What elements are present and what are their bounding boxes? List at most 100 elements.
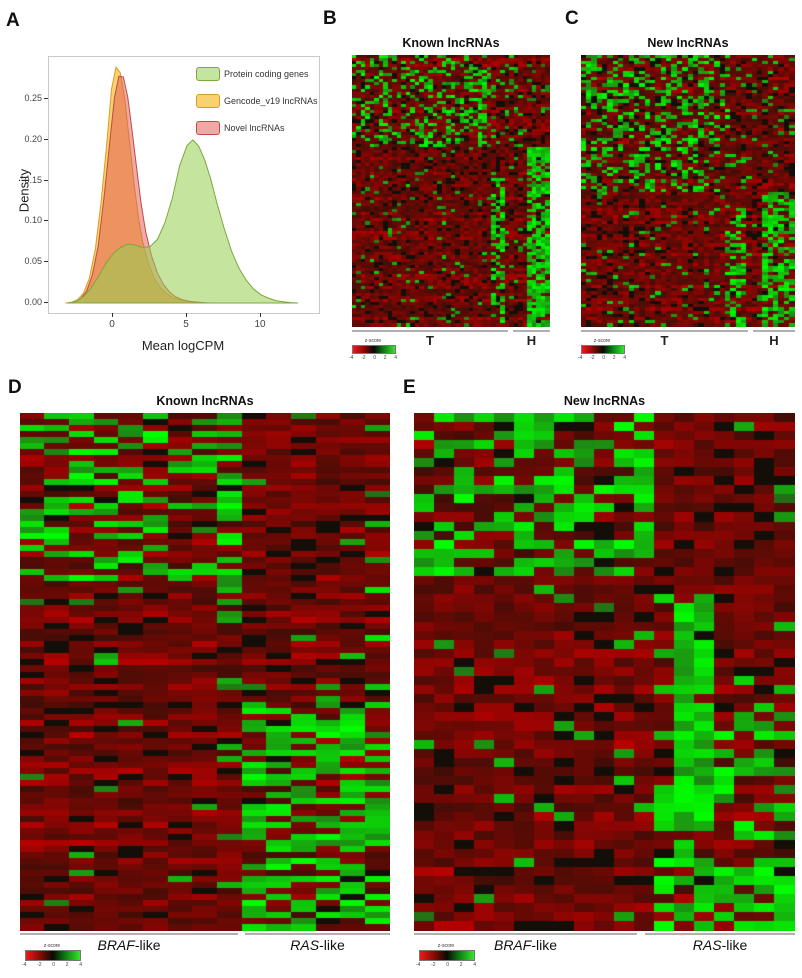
heatmap-new-lncrnas-braf-vs-ras bbox=[414, 413, 795, 931]
colorkey-gradient bbox=[352, 345, 396, 354]
group-line-ras bbox=[245, 933, 390, 935]
colorkey-tick: -4 bbox=[416, 962, 421, 968]
group-line-h bbox=[753, 330, 795, 332]
panel-d-colorkey: z-score -4 -2 0 2 4 bbox=[22, 943, 82, 968]
legend-label-protein-coding: Protein coding genes bbox=[224, 69, 309, 79]
panel-e-letter: E bbox=[403, 377, 416, 398]
gene-suffix: -like bbox=[721, 937, 748, 953]
gene-name: BRAF bbox=[97, 937, 135, 953]
panel-c-title: New lncRNAs bbox=[647, 36, 729, 50]
colorkey-ticks: -4 -2 0 2 4 bbox=[416, 962, 476, 968]
gene-suffix: -like bbox=[134, 937, 161, 953]
gene-name: RAS bbox=[692, 937, 722, 953]
colorkey-title: z-score bbox=[437, 943, 455, 949]
gene-suffix: -like bbox=[319, 937, 345, 953]
colorkey-gradient bbox=[25, 950, 81, 961]
panel-d-letter: D bbox=[8, 377, 22, 398]
colorkey-ticks: -4 -2 0 2 4 bbox=[578, 355, 626, 361]
density-ytick: 0.20 bbox=[24, 134, 42, 144]
density-ytick: 0.10 bbox=[24, 215, 42, 225]
panel-d-title: Known lncRNAs bbox=[156, 394, 254, 408]
colorkey-tick: 4 bbox=[623, 355, 626, 361]
colorkey-tick: -4 bbox=[349, 355, 354, 361]
colorkey-tick: -2 bbox=[431, 962, 436, 968]
panel-d-group-braf-like: BRAF-like bbox=[20, 937, 238, 953]
colorkey-tick: -2 bbox=[361, 355, 366, 361]
colorkey-tick: 2 bbox=[65, 962, 69, 968]
group-line-braf bbox=[20, 933, 238, 935]
colorkey-tick: 2 bbox=[612, 355, 616, 361]
colorkey-tick: 0 bbox=[373, 355, 377, 361]
panel-c-colorkey: z-score -4 -2 0 2 4 bbox=[578, 338, 626, 361]
density-ytick: 0.25 bbox=[24, 93, 42, 103]
density-xtick: 5 bbox=[183, 319, 189, 330]
panel-c-group-t: T bbox=[660, 333, 669, 348]
colorkey-title: z-score bbox=[593, 338, 611, 344]
colorkey-tick: 4 bbox=[79, 962, 82, 968]
heatmap-known-lncrnas-tumor-vs-normal bbox=[352, 55, 550, 327]
panel-d-group-ras-like: RAS-like bbox=[245, 937, 390, 953]
tick-mark bbox=[260, 313, 261, 317]
colorkey-tick: 0 bbox=[602, 355, 606, 361]
gene-name: BRAF bbox=[493, 937, 532, 953]
panel-c-group-h: H bbox=[769, 333, 779, 348]
density-ytick: 0.00 bbox=[24, 297, 42, 307]
tick-mark bbox=[186, 313, 187, 317]
colorkey-tick: -4 bbox=[22, 962, 27, 968]
tick-mark bbox=[44, 180, 48, 181]
tick-mark bbox=[44, 139, 48, 140]
density-ytick: 0.05 bbox=[24, 256, 42, 266]
group-line-t bbox=[352, 330, 508, 332]
tick-mark bbox=[44, 261, 48, 262]
group-line-ras bbox=[645, 933, 795, 935]
colorkey-tick: 2 bbox=[383, 355, 387, 361]
panel-e-title: New lncRNAs bbox=[563, 394, 646, 408]
legend-swatch-protein-coding bbox=[196, 67, 220, 81]
density-ytick: 0.15 bbox=[24, 175, 42, 185]
panel-e-group-ras-like: RAS-like bbox=[645, 937, 795, 953]
colorkey-tick: 0 bbox=[52, 962, 56, 968]
panel-c-letter: C bbox=[565, 8, 579, 29]
colorkey-title: z-score bbox=[364, 338, 382, 344]
heatmap-known-lncrnas-braf-vs-ras bbox=[20, 413, 390, 931]
group-line-h bbox=[513, 330, 550, 332]
group-line-t bbox=[581, 330, 748, 332]
panel-b-letter: B bbox=[323, 8, 337, 29]
colorkey-tick: 2 bbox=[459, 962, 463, 968]
legend-label-novel-lncrnas: Novel lncRNAs bbox=[224, 123, 285, 133]
colorkey-ticks: -4 -2 0 2 4 bbox=[349, 355, 397, 361]
tick-mark bbox=[44, 220, 48, 221]
panel-b-colorkey: z-score -4 -2 0 2 4 bbox=[349, 338, 397, 361]
density-xtick: 10 bbox=[254, 319, 266, 330]
density-plot-svg bbox=[65, 66, 299, 304]
colorkey-tick: -4 bbox=[578, 355, 583, 361]
density-x-axis-title: Mean logCPM bbox=[141, 338, 225, 353]
gene-suffix: -like bbox=[531, 937, 557, 953]
legend-swatch-gencode-lncrnas bbox=[196, 94, 220, 108]
panel-a-letter: A bbox=[6, 10, 20, 31]
colorkey-tick: -2 bbox=[37, 962, 42, 968]
density-xtick: 0 bbox=[109, 319, 115, 330]
colorkey-tick: 4 bbox=[394, 355, 397, 361]
colorkey-title: z-score bbox=[43, 943, 61, 949]
panel-b-title: Known lncRNAs bbox=[402, 36, 500, 50]
colorkey-ticks: -4 -2 0 2 4 bbox=[22, 962, 82, 968]
density-curve-0 bbox=[68, 139, 299, 304]
heatmap-new-lncrnas-tumor-vs-normal bbox=[581, 55, 795, 327]
legend-label-gencode-lncrnas: Gencode_v19 lncRNAs bbox=[224, 96, 318, 106]
colorkey-gradient bbox=[581, 345, 625, 354]
colorkey-gradient bbox=[419, 950, 475, 961]
legend-swatch-novel-lncrnas bbox=[196, 121, 220, 135]
density-plot-area bbox=[48, 56, 320, 314]
tick-mark bbox=[44, 98, 48, 99]
panel-e-colorkey: z-score -4 -2 0 2 4 bbox=[416, 943, 476, 968]
tick-mark bbox=[44, 302, 48, 303]
panel-b-group-h: H bbox=[526, 333, 537, 348]
panel-e-group-braf-like: BRAF-like bbox=[414, 937, 637, 953]
colorkey-tick: -2 bbox=[590, 355, 595, 361]
colorkey-tick: 0 bbox=[446, 962, 450, 968]
panel-b-group-t: T bbox=[426, 333, 434, 348]
group-line-braf bbox=[414, 933, 637, 935]
colorkey-tick: 4 bbox=[473, 962, 476, 968]
